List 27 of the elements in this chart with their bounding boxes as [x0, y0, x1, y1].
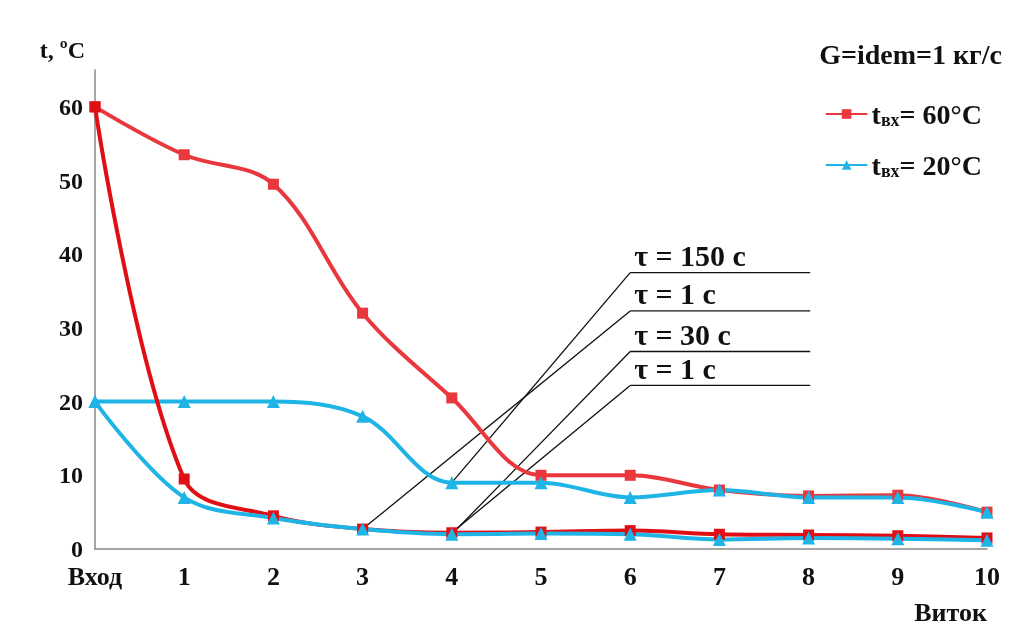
- x-tick-label: 2: [266, 561, 280, 591]
- x-axis-title: Виток: [914, 597, 988, 627]
- y-tick-label: 30: [59, 314, 83, 341]
- y-tick-label: 10: [59, 462, 83, 489]
- x-tick-label: 5: [534, 561, 548, 591]
- x-tick-label: 8: [802, 561, 816, 591]
- x-tick-label: 7: [712, 561, 726, 591]
- y-axis-title: t, ºC: [39, 37, 85, 63]
- y-tick-label: 0: [71, 536, 83, 562]
- annotation: τ = 1 c: [634, 277, 716, 311]
- y-tick-label: 20: [59, 388, 83, 415]
- x-tick-label: 1: [177, 561, 191, 591]
- legend-label: tвх= 20°C: [871, 149, 982, 181]
- annotation: τ = 30 c: [634, 318, 731, 351]
- x-tick-label: 6: [623, 561, 637, 591]
- y-tick-label: 40: [59, 241, 83, 268]
- x-tick-label: 3: [356, 561, 370, 591]
- legend-title: G=idem=1 кг/с: [819, 38, 1003, 70]
- x-tick-label: Вход: [67, 561, 123, 591]
- y-tick-label: 50: [59, 167, 83, 194]
- y-tick-label: 60: [59, 93, 83, 120]
- x-tick-label: 4: [445, 561, 459, 591]
- annotation: τ = 150 c: [634, 239, 746, 273]
- legend-label: tвх= 60°C: [871, 98, 982, 130]
- annotation: τ = 1 c: [634, 351, 716, 385]
- x-tick-label: 9: [891, 561, 905, 591]
- x-tick-label: 10: [974, 561, 1000, 591]
